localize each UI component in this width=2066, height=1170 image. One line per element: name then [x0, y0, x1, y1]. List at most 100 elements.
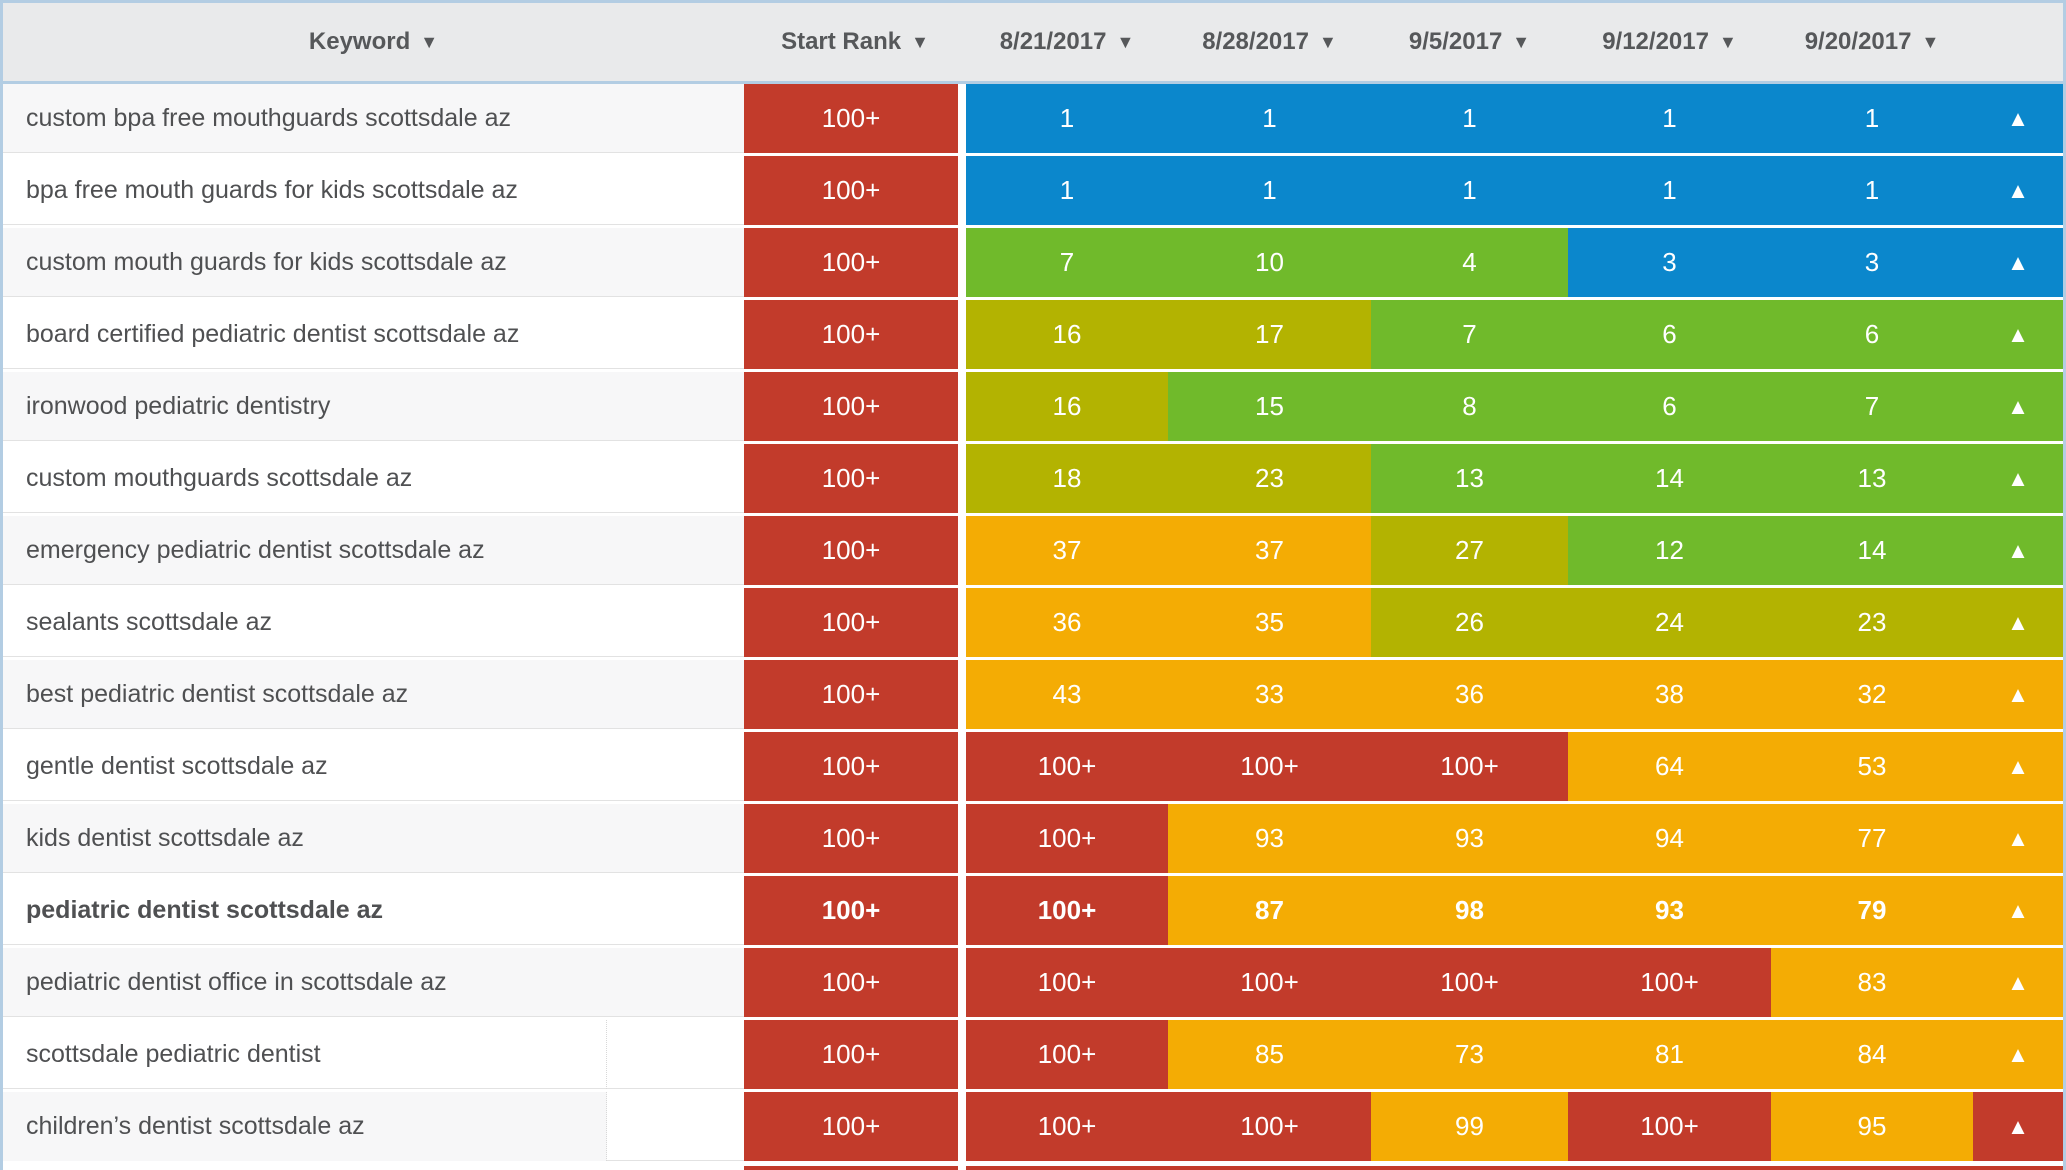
keyword-label: gentle dentist scottsdale az	[26, 751, 328, 780]
rank-cell: 26	[1371, 588, 1568, 657]
keyword-cell[interactable]: pediatric dentist scottsdale az	[3, 876, 744, 945]
trend-up-icon: ▲	[2007, 321, 2029, 347]
rank-cell: 77	[1771, 804, 1973, 873]
rank-cell: 16	[966, 300, 1168, 369]
trend-cell: ▲	[1973, 1020, 2063, 1089]
rank-cell: 43	[966, 660, 1168, 729]
trend-up-icon: ▲	[2007, 177, 2029, 203]
keyword-label: kids dentist scottsdale az	[26, 823, 304, 852]
keyword-cell[interactable]: scottsdale pediatric dentist	[3, 1020, 744, 1089]
rank-cell: 100+	[966, 732, 1168, 801]
rank-cell: 36	[966, 588, 1168, 657]
table-header-row: Keyword ▼ Start Rank ▼ 8/21/2017 ▼ 8/28/…	[3, 3, 2063, 84]
keyword-cell[interactable]	[3, 1166, 744, 1170]
keyword-cell[interactable]: emergency pediatric dentist scottsdale a…	[3, 516, 744, 585]
keyword-label: pediatric dentist scottsdale az	[26, 895, 384, 924]
keyword-label: emergency pediatric dentist scottsdale a…	[26, 535, 485, 564]
rank-cell: 93	[1371, 804, 1568, 873]
table-row: best pediatric dentist scottsdale az 100+…	[3, 660, 2063, 732]
table-row: ironwood pediatric dentistry 100+ 16 15 8 6 7 ▲	[3, 372, 2063, 444]
trend-up-icon: ▲	[2007, 105, 2029, 131]
keyword-cell[interactable]: children’s dentist scottsdale az	[3, 1092, 744, 1161]
rank-cell: 85	[1168, 1020, 1371, 1089]
keyword-cell[interactable]: board certified pediatric dentist scotts…	[3, 300, 744, 369]
rank-cell: 33	[1168, 660, 1371, 729]
rank-cell: 36	[1371, 660, 1568, 729]
table-row: pediatric dentist scottsdale az 100+ 100+ 8…	[3, 876, 2063, 948]
keyword-cell[interactable]: custom mouth guards for kids scottsdale …	[3, 228, 744, 297]
rank-cell: 8	[1371, 372, 1568, 441]
start-rank-cell: 100+	[744, 84, 958, 153]
column-header-label: 9/12/2017	[1602, 28, 1709, 55]
sort-desc-icon: ▼	[911, 31, 929, 52]
sort-desc-icon: ▼	[420, 31, 439, 52]
rank-cell: 38	[1568, 660, 1771, 729]
rank-cell: 10	[1168, 228, 1371, 297]
column-header-date-2[interactable]: 8/28/2017 ▼	[1168, 3, 1371, 81]
keyword-label: best pediatric dentist scottsdale az	[26, 679, 409, 708]
table-row: custom mouth guards for kids scottsdale …	[3, 228, 2063, 300]
rank-cell: 6	[1568, 372, 1771, 441]
trend-up-icon: ▲	[2007, 1041, 2029, 1067]
column-header-start-rank[interactable]: Start Rank ▼	[744, 3, 966, 81]
table-row: children’s dentist scottsdale az 100+ 100+…	[3, 1092, 2063, 1164]
rank-cell: 73	[1371, 1020, 1568, 1089]
table-row: board certified pediatric dentist scotts…	[3, 300, 2063, 372]
keyword-cell-stripe	[3, 1092, 607, 1161]
rank-cell: 93	[1568, 876, 1771, 945]
start-rank-cell: 100+	[744, 732, 958, 801]
keyword-cell[interactable]: best pediatric dentist scottsdale az	[3, 660, 744, 729]
trend-cell: ▲	[1973, 948, 2063, 1017]
trend-cell	[1973, 1166, 2063, 1170]
trend-up-icon: ▲	[2007, 393, 2029, 419]
keyword-cell-stripe	[3, 1020, 607, 1089]
keyword-cell[interactable]: pediatric dentist office in scottsdale a…	[3, 948, 744, 1017]
rank-cell: 100+	[966, 804, 1168, 873]
sort-desc-icon: ▼	[1116, 31, 1135, 52]
rank-cell	[966, 1166, 1168, 1170]
column-header-date-1[interactable]: 8/21/2017 ▼	[966, 3, 1168, 81]
column-header-label: Keyword	[308, 28, 411, 55]
keyword-cell[interactable]: gentle dentist scottsdale az	[3, 732, 744, 801]
start-rank-cell: 100+	[744, 228, 958, 297]
rank-cell: 98	[1371, 876, 1568, 945]
column-header-date-3[interactable]: 9/5/2017 ▼	[1371, 3, 1568, 81]
rank-cell: 1	[1371, 156, 1568, 225]
keyword-label: custom mouthguards scottsdale az	[26, 463, 413, 492]
keyword-cell[interactable]: custom mouthguards scottsdale az	[3, 444, 744, 513]
keyword-cell[interactable]: bpa free mouth guards for kids scottsdal…	[3, 156, 744, 225]
start-rank-cell: 100+	[744, 516, 958, 585]
sort-desc-icon: ▼	[1512, 31, 1531, 52]
trend-cell: ▲	[1973, 660, 2063, 729]
rank-cell: 1	[1168, 84, 1371, 153]
keyword-label: custom mouth guards for kids scottsdale …	[26, 247, 507, 276]
column-header-date-5[interactable]: 9/20/2017 ▼	[1771, 3, 1973, 81]
column-header-trend	[1973, 3, 2063, 81]
start-rank-cell: 100+	[744, 660, 958, 729]
trend-cell: ▲	[1973, 372, 2063, 441]
rank-cell: 1	[966, 156, 1168, 225]
rank-cell: 64	[1568, 732, 1771, 801]
table-row	[3, 1164, 2063, 1170]
table-row: gentle dentist scottsdale az 100+ 100+ 100+…	[3, 732, 2063, 804]
rank-cell: 37	[1168, 516, 1371, 585]
rank-cell: 94	[1568, 804, 1771, 873]
keyword-cell[interactable]: custom bpa free mouthguards scottsdale a…	[3, 84, 744, 153]
start-rank-cell: 100+	[744, 948, 958, 1017]
start-rank-cell	[744, 1166, 958, 1170]
keyword-label: pediatric dentist office in scottsdale a…	[26, 967, 447, 996]
rank-cell	[1168, 1166, 1371, 1170]
table-row: sealants scottsdale az 100+ 36 35 26 24 23 ▲	[3, 588, 2063, 660]
table-row: bpa free mouth guards for kids scottsdal…	[3, 156, 2063, 228]
keyword-cell[interactable]: kids dentist scottsdale az	[3, 804, 744, 873]
column-header-date-4[interactable]: 9/12/2017 ▼	[1568, 3, 1771, 81]
table-row: custom mouthguards scottsdale az 100+ 18 23…	[3, 444, 2063, 516]
keyword-cell[interactable]: ironwood pediatric dentistry	[3, 372, 744, 441]
table-row: scottsdale pediatric dentist 100+ 100+ 85 73…	[3, 1020, 2063, 1092]
keyword-cell[interactable]: sealants scottsdale az	[3, 588, 744, 657]
rank-cell: 23	[1168, 444, 1371, 513]
rank-cell: 1	[1371, 84, 1568, 153]
column-header-keyword[interactable]: Keyword ▼	[3, 3, 744, 81]
rank-cell: 37	[966, 516, 1168, 585]
